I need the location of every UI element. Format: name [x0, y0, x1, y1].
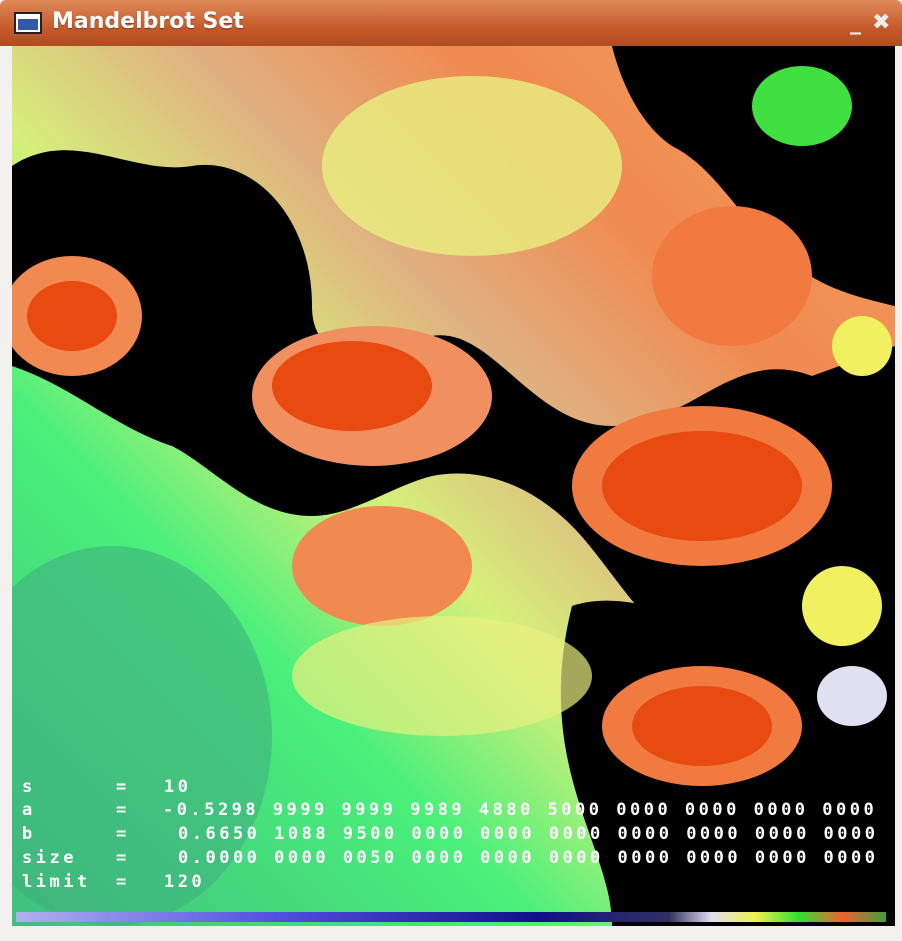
param-separator: =: [116, 848, 130, 868]
param-name: b: [22, 824, 36, 844]
close-button[interactable]: ✖: [872, 10, 891, 35]
param-value: 0.6650 1088 9500 0000 0000 0000 0000 000…: [178, 824, 878, 844]
param-name: a: [22, 800, 36, 820]
param-separator: =: [116, 824, 130, 844]
fractal-view: s = 10 a = -0.5298 9999 9999 9989 4880 5…: [12, 46, 895, 926]
fractal-shapes: [12, 46, 895, 926]
window-icon: [14, 12, 42, 34]
window-title: Mandelbrot Set: [52, 9, 244, 34]
param-separator: =: [116, 800, 130, 820]
param-value: 120: [164, 872, 205, 892]
param-name: limit: [22, 872, 91, 892]
param-name: s: [22, 777, 36, 797]
title-bar: Mandelbrot Set _ ✖: [0, 0, 902, 46]
palette-bar: [16, 912, 886, 922]
param-value: 10: [164, 777, 191, 797]
param-separator: =: [116, 777, 130, 797]
param-name: size: [22, 848, 77, 868]
parameter-overlay: s = 10 a = -0.5298 9999 9999 9989 4880 5…: [22, 777, 878, 892]
param-separator: =: [116, 872, 130, 892]
param-value: -0.5298 9999 9999 9989 4880 5000 0000 00…: [163, 800, 877, 820]
param-value: 0.0000 0000 0050 0000 0000 0000 0000 000…: [178, 848, 878, 868]
minimize-button[interactable]: _: [850, 10, 861, 35]
